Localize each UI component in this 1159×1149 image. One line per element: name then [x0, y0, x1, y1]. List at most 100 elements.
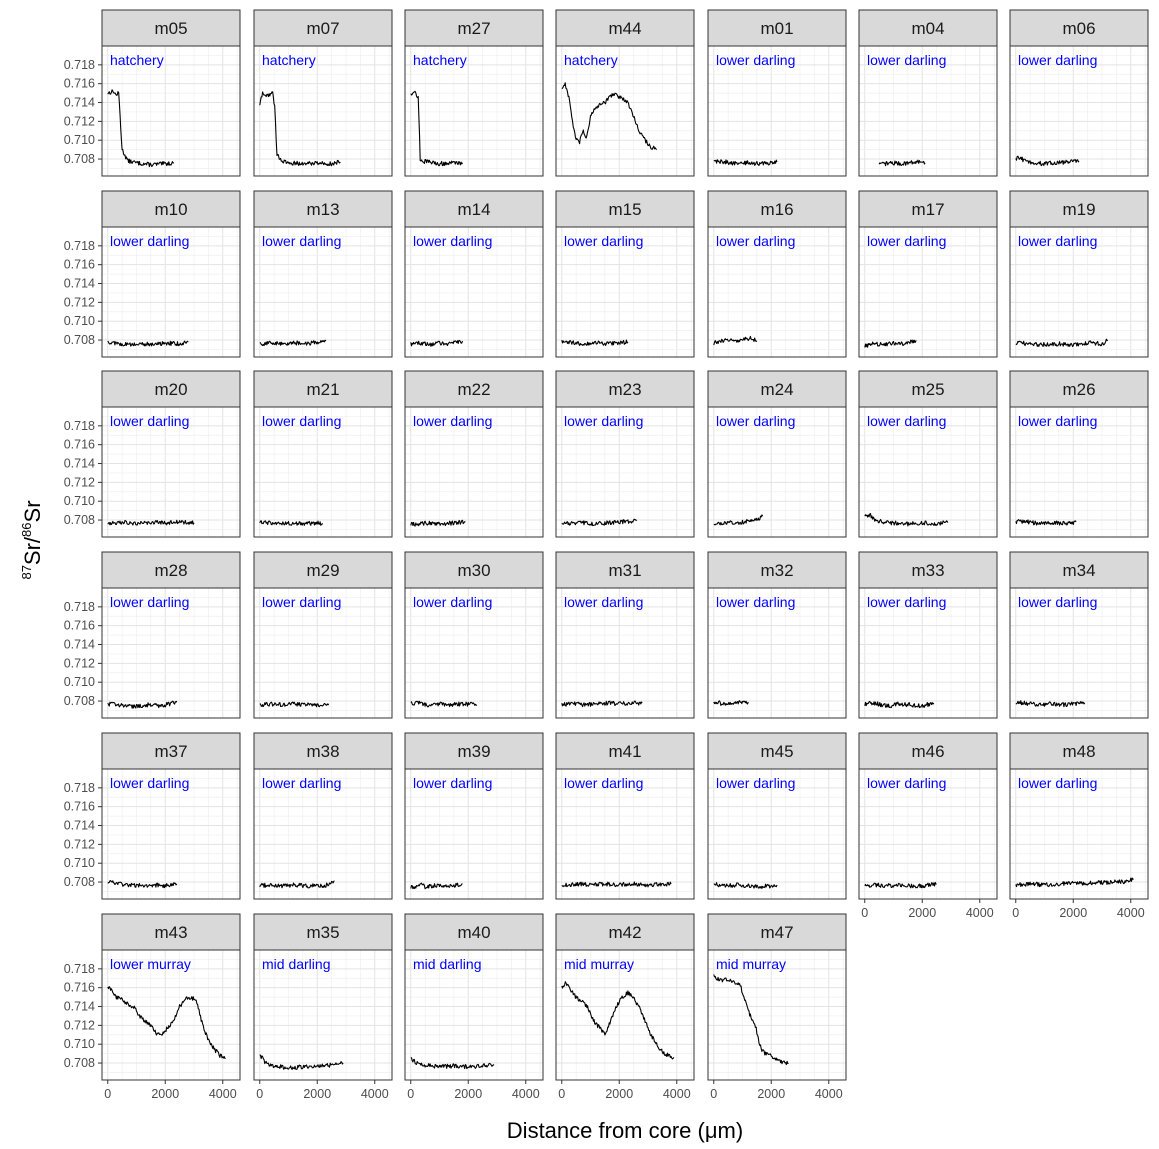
facet-panel-m01: m01 lower darling	[707, 9, 847, 177]
x-tick-label: 4000	[209, 1087, 237, 1101]
gridlines	[405, 407, 543, 537]
series-line-m01	[713, 159, 778, 167]
facet-strip	[253, 551, 393, 589]
facet-panel-m24: m24 lower darling	[707, 370, 847, 538]
facet-strip-label: m13	[306, 200, 339, 219]
panel-border	[1009, 587, 1149, 719]
panel-border	[101, 406, 241, 538]
facet-strip-label: m43	[154, 923, 187, 942]
panel-border	[1009, 768, 1149, 900]
panel-background	[102, 407, 240, 537]
facet-strip-label: m21	[306, 380, 339, 399]
panel-border	[404, 226, 544, 358]
gridlines	[1010, 588, 1148, 718]
panel-border	[253, 45, 393, 177]
facet-group-label: lower darling	[564, 775, 643, 791]
facet-panel-m19: m19 lower darling	[1009, 190, 1149, 358]
facet-strip-label: m46	[911, 742, 944, 761]
panel-background	[405, 407, 543, 537]
y-tick-label: 0.708	[64, 875, 95, 889]
series-line-m22	[410, 519, 466, 527]
x-tick-label: 2000	[908, 906, 936, 920]
facet-panel-m34: m34 lower darling	[1009, 551, 1149, 719]
facet-group-label: lower darling	[1018, 413, 1097, 429]
facet-strip	[858, 9, 998, 47]
facet-strip-label: m05	[154, 19, 187, 38]
gridlines	[708, 227, 846, 357]
series-line-m19	[1015, 338, 1109, 348]
facet-strip-label: m37	[154, 742, 187, 761]
panel-background	[556, 950, 694, 1080]
facet-strip-label: m29	[306, 561, 339, 580]
facet-group-label: lower darling	[716, 594, 795, 610]
panel-background	[254, 227, 392, 357]
series-line-m45	[713, 882, 778, 890]
facet-group-label: hatchery	[262, 52, 316, 68]
x-tick-label: 2000	[1059, 906, 1087, 920]
gridlines	[1010, 227, 1148, 357]
gridlines	[556, 227, 694, 357]
facet-strip	[1009, 551, 1149, 589]
x-tick-label: 4000	[815, 1087, 843, 1101]
facet-strip	[1009, 190, 1149, 228]
x-tick-label: 4000	[1117, 906, 1145, 920]
series-line-m27	[410, 90, 463, 167]
panel-border	[555, 45, 695, 177]
facet-group-label: lower darling	[564, 413, 643, 429]
facet-panel-m07: m07 hatchery	[253, 9, 393, 177]
facet-panel-m14: m14 lower darling	[404, 190, 544, 358]
panel-border	[555, 768, 695, 900]
panel-border	[1009, 226, 1149, 358]
x-tick-label: 0	[710, 1087, 717, 1101]
x-tick-label: 2000	[454, 1087, 482, 1101]
series-line-m07	[259, 91, 341, 167]
panel-background	[254, 950, 392, 1080]
facet-group-label: lower darling	[110, 594, 189, 610]
series-line-m40	[410, 1057, 495, 1070]
y-tick-label: 0.716	[64, 258, 95, 272]
facet-group-label: lower darling	[1018, 775, 1097, 791]
panel-border	[555, 587, 695, 719]
facet-panel-m20: m20 lower darling 0.708 0.710 0.712 0.714 0.71…	[64, 370, 241, 538]
panel-background	[405, 227, 543, 357]
y-tick-label: 0.710	[64, 494, 95, 508]
y-tick-label: 0.708	[64, 333, 95, 347]
panel-background	[708, 227, 846, 357]
y-tick-label: 0.716	[64, 77, 95, 91]
panel-background	[405, 588, 543, 718]
facet-group-label: lower darling	[413, 233, 492, 249]
facet-strip-label: m17	[911, 200, 944, 219]
series-line-m26	[1015, 519, 1077, 526]
facet-strip-label: m47	[760, 923, 793, 942]
panel-border	[858, 226, 998, 358]
facet-panel-m32: m32 lower darling	[707, 551, 847, 719]
panel-border	[404, 768, 544, 900]
facet-group-label: lower darling	[110, 775, 189, 791]
facet-group-label: lower darling	[413, 594, 492, 610]
x-tick-label: 0	[407, 1087, 414, 1101]
y-tick-label: 0.710	[64, 314, 95, 328]
facet-strip	[555, 9, 695, 47]
gridlines	[102, 769, 240, 899]
facet-strip	[404, 9, 544, 47]
panel-border	[858, 587, 998, 719]
panel-border	[404, 45, 544, 177]
panel-border	[253, 587, 393, 719]
y-axis-title-iso2: 86	[19, 522, 34, 536]
facet-panel-m29: m29 lower darling	[253, 551, 393, 719]
series-line-m39	[410, 882, 463, 890]
series-line-m32	[713, 700, 749, 706]
x-tick-label: 4000	[361, 1087, 389, 1101]
facet-group-label: lower murray	[110, 956, 191, 972]
facet-strip-label: m04	[911, 19, 944, 38]
facet-strip	[555, 370, 695, 408]
facet-group-label: lower darling	[1018, 52, 1097, 68]
facet-group-label: lower darling	[716, 413, 795, 429]
facet-strip-label: m28	[154, 561, 187, 580]
panel-border	[101, 587, 241, 719]
facet-strip-label: m26	[1062, 380, 1095, 399]
facet-strip-label: m20	[154, 380, 187, 399]
panel-background	[1010, 227, 1148, 357]
y-tick-label: 0.714	[64, 96, 95, 110]
panel-border	[555, 949, 695, 1081]
